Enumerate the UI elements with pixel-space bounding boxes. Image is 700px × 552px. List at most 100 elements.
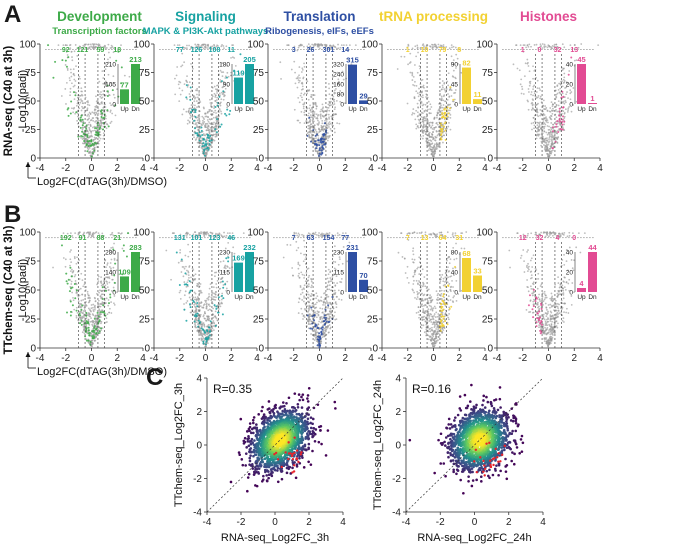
gene-point [222, 80, 225, 83]
gene-point [564, 99, 567, 102]
gene-point [187, 243, 190, 246]
highlight-point [228, 113, 231, 116]
gene-point [207, 296, 210, 299]
count-label: 108 [209, 47, 221, 54]
gene-point [331, 45, 334, 48]
highlight-point [70, 275, 73, 278]
gene-point [66, 54, 69, 56]
gene-point [326, 313, 329, 316]
highlight-point [75, 111, 78, 114]
gene-point [316, 301, 318, 304]
gene-point [196, 106, 198, 109]
gene-point [438, 132, 441, 135]
gene-point [218, 288, 221, 290]
gene-point [547, 44, 550, 47]
gene-point [113, 242, 115, 245]
gene-point [222, 98, 225, 101]
gene-point [81, 105, 83, 108]
gene-point [193, 100, 196, 103]
gene-point [546, 109, 549, 112]
gene-point [530, 122, 533, 125]
gene-point [456, 57, 459, 60]
gene-point [185, 80, 188, 83]
category-title: Development [57, 9, 142, 24]
gene-point [433, 143, 436, 146]
gene-point [88, 308, 91, 311]
gene-point [214, 310, 217, 313]
gene-point [73, 50, 76, 53]
gene-point [194, 139, 197, 141]
gene-point [81, 279, 84, 282]
highlight-point [217, 101, 220, 104]
gene-point [559, 87, 562, 90]
highlight-point [100, 327, 103, 330]
gene-point [306, 92, 309, 95]
gene-point [215, 122, 218, 125]
gene-point [446, 80, 449, 83]
gene-point [215, 128, 218, 131]
gene-point [531, 101, 534, 104]
gene-point [307, 310, 309, 313]
gene-point [527, 45, 530, 48]
gene-point [332, 99, 335, 101]
gene-point [326, 301, 329, 304]
panel-letter-c: C [146, 364, 163, 391]
x-tick-label: 0 [89, 163, 95, 174]
gene-point [176, 66, 179, 68]
gene-point [215, 135, 218, 138]
gene-point [570, 110, 573, 113]
gene-point [104, 106, 107, 108]
gene-point [327, 268, 330, 271]
highlight-point [215, 131, 218, 134]
gene-point [215, 45, 218, 48]
y-tick-label: 75 [482, 68, 494, 79]
gene-point [306, 296, 309, 299]
gene-point [224, 75, 227, 78]
gene-point [310, 277, 312, 280]
gene-point [443, 81, 446, 84]
gene-point [322, 304, 324, 306]
highlight-point [97, 332, 100, 335]
gene-point [73, 308, 76, 311]
gene-point [96, 146, 98, 148]
gene-point [597, 44, 600, 47]
gene-point [566, 111, 569, 113]
gene-point [539, 89, 541, 91]
gene-point [310, 308, 313, 311]
gene-point [335, 99, 338, 102]
gene-point [427, 108, 429, 111]
gene-point [430, 150, 433, 153]
gene-point [521, 88, 524, 90]
gene-point [442, 123, 444, 126]
gene-point [324, 43, 327, 46]
highlight-point [208, 143, 211, 146]
highlight-point [193, 119, 196, 122]
gene-point [205, 307, 208, 309]
gene-point [297, 261, 300, 264]
gene-point [319, 115, 322, 118]
gene-point [199, 305, 202, 308]
gene-point [539, 95, 542, 98]
gene-point [82, 329, 85, 332]
highlight-point [199, 321, 202, 324]
gene-point [319, 318, 322, 321]
gene-point [520, 78, 523, 81]
gene-point [209, 98, 211, 101]
gene-point [429, 126, 432, 129]
gene-point [227, 75, 230, 78]
gene-point [205, 333, 208, 335]
y-tick-label: 0 [372, 154, 378, 165]
gene-point [415, 127, 418, 130]
gene-point [440, 88, 443, 91]
highlight-point [91, 335, 94, 338]
gene-point [321, 307, 324, 310]
gene-point [108, 94, 111, 97]
gene-point [181, 45, 184, 48]
gene-point [322, 106, 325, 109]
gene-point [81, 138, 84, 140]
gene-point [203, 134, 205, 137]
highlight-point [81, 118, 84, 121]
gene-point [540, 128, 543, 131]
highlight-point [227, 256, 230, 259]
gene-point [77, 47, 80, 50]
